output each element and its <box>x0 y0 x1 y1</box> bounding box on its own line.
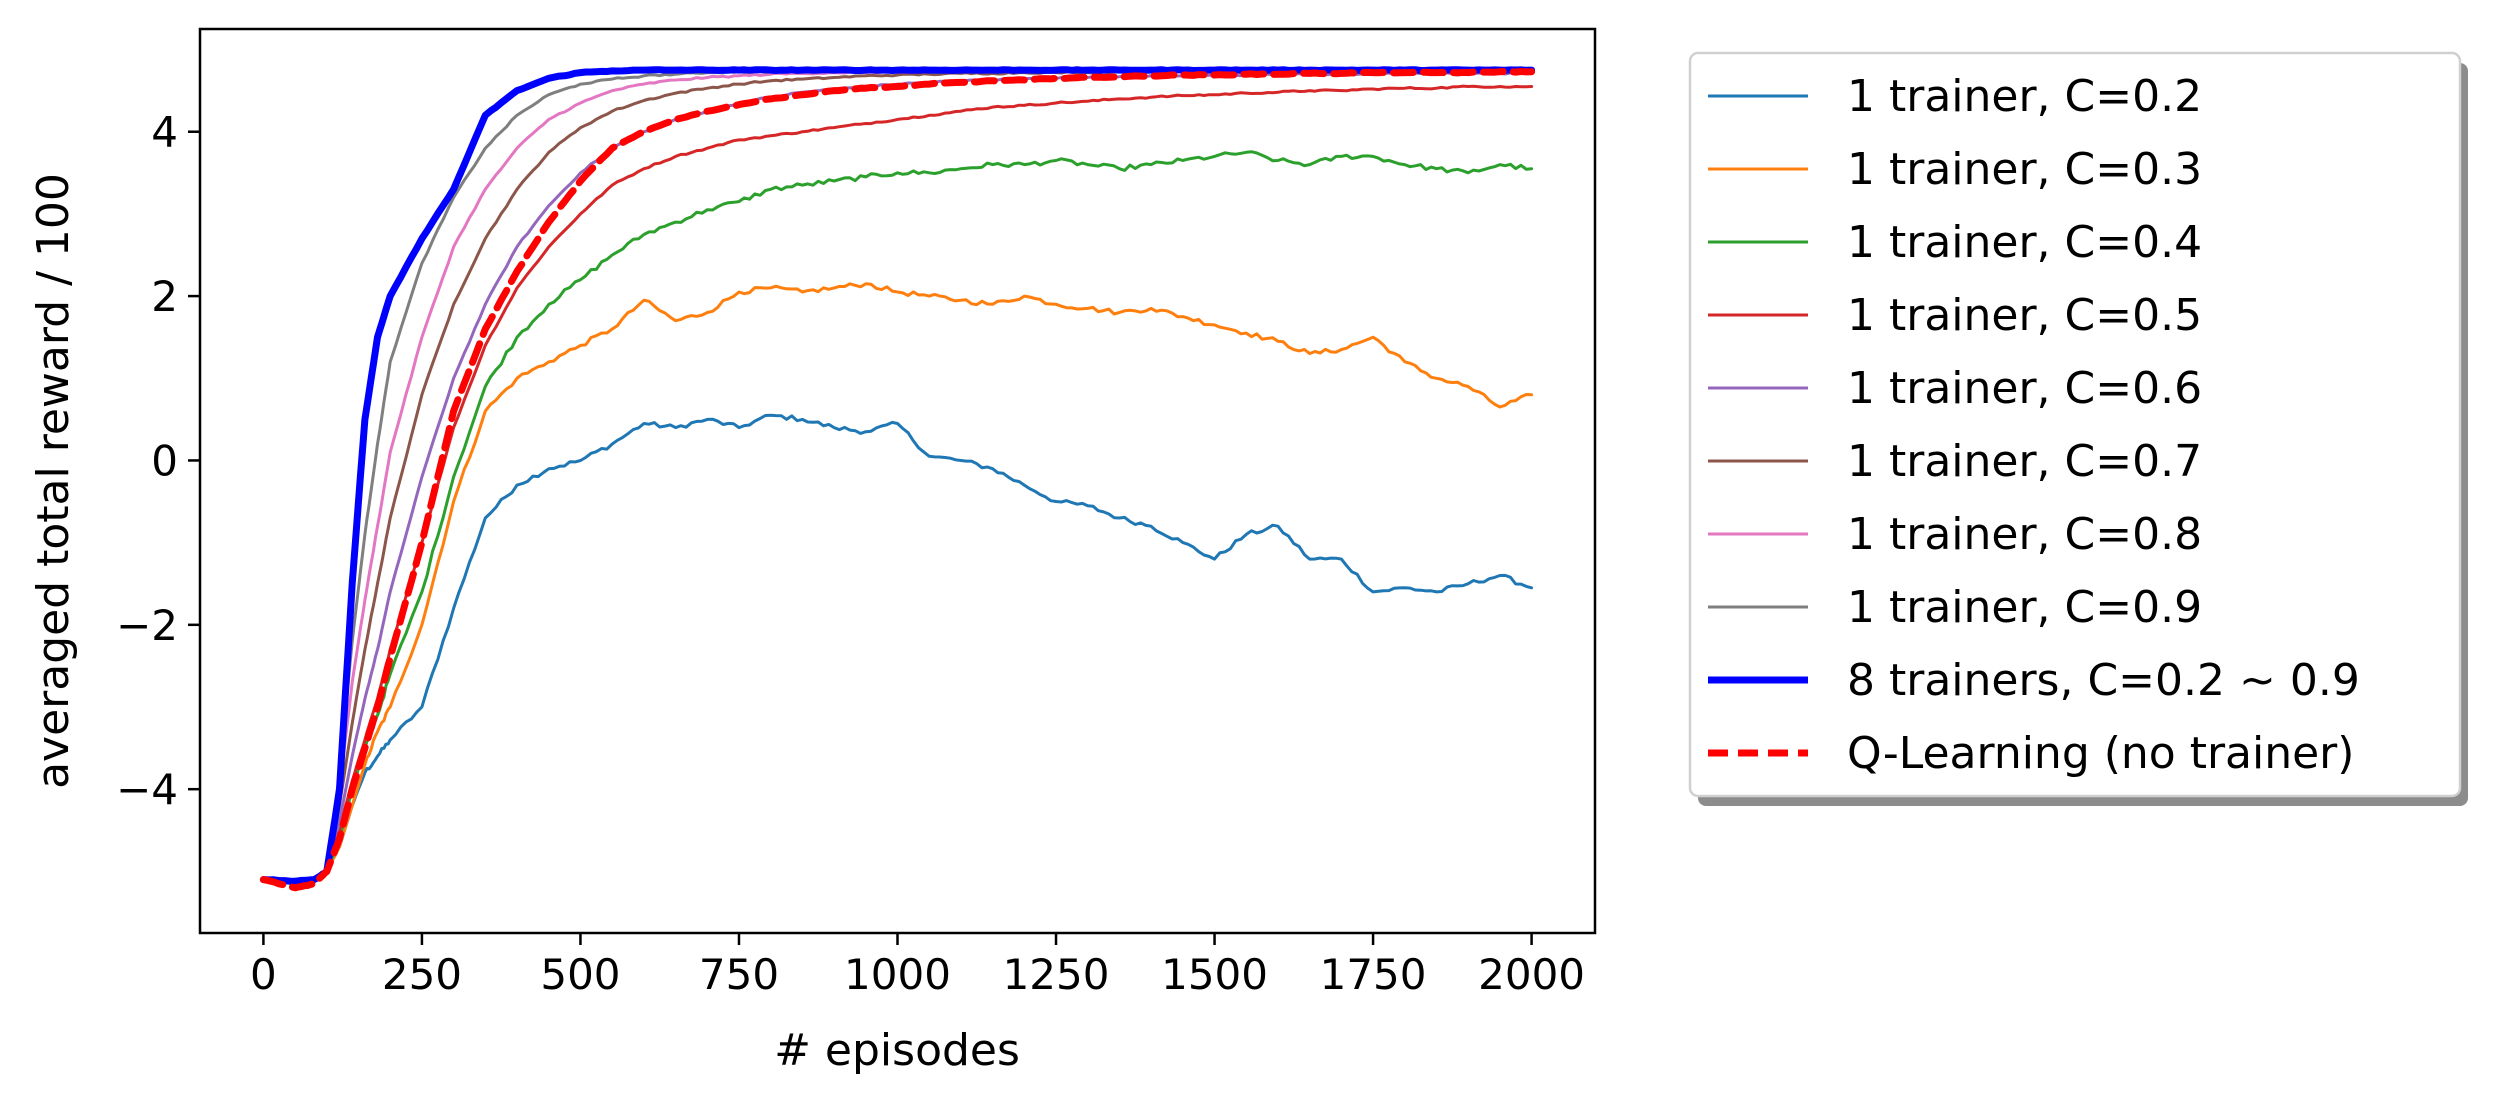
x-tick-label: 1500 <box>1161 950 1268 999</box>
legend-label: 1 trainer, C=0.2 <box>1847 71 2202 122</box>
legend-label: 1 trainer, C=0.6 <box>1847 363 2202 414</box>
legend-label: 1 trainer, C=0.4 <box>1847 217 2202 268</box>
legend-label: Q-Learning (no trainer) <box>1847 728 2354 779</box>
x-tick-label: 0 <box>250 950 277 999</box>
x-tick-label: 2000 <box>1478 950 1585 999</box>
series-line-9 <box>259 66 1536 885</box>
legend-label: 1 trainer, C=0.8 <box>1847 509 2202 560</box>
legend-label: 1 trainer, C=0.3 <box>1847 144 2202 195</box>
x-axis-ticks: 0 250 500 750 1000 1250 1500 1750 2000 <box>250 933 1585 999</box>
x-tick-label: 750 <box>699 950 779 999</box>
series-line-2 <box>261 282 1534 886</box>
plot-frame <box>198 27 1597 935</box>
series-layer <box>259 66 1536 892</box>
x-tick-label: 500 <box>540 950 620 999</box>
y-tick-label: 0 <box>151 436 178 485</box>
legend: 1 trainer, C=0.2 1 trainer, C=0.3 1 traine… <box>1688 51 2468 806</box>
x-tick-label: 250 <box>382 950 462 999</box>
series-line-4 <box>261 84 1534 886</box>
x-tick-label: 1250 <box>1003 950 1110 999</box>
y-tick-label: 4 <box>151 108 178 157</box>
y-axis-label: averaged total reward / 100 <box>28 173 79 789</box>
legend-label: 1 trainer, C=0.5 <box>1847 290 2202 341</box>
legend-label: 1 trainer, C=0.9 <box>1847 582 2202 633</box>
x-axis-label: # episodes <box>774 1025 1020 1076</box>
y-tick-label: 2 <box>151 272 178 321</box>
x-tick-label: 1000 <box>844 950 951 999</box>
series-line-10 <box>259 67 1536 892</box>
y-tick-label: −2 <box>116 601 178 650</box>
y-axis-ticks: −4 −2 0 2 4 <box>116 108 200 814</box>
series-line-1 <box>261 413 1534 886</box>
legend-label: 1 trainer, C=0.7 <box>1847 436 2202 487</box>
legend-label: 8 trainers, C=0.2 ~ 0.9 <box>1847 655 2360 706</box>
legend-box <box>1688 51 2462 798</box>
series-line-3 <box>261 150 1534 886</box>
x-tick-label: 1750 <box>1320 950 1427 999</box>
y-tick-label: −4 <box>116 765 178 814</box>
